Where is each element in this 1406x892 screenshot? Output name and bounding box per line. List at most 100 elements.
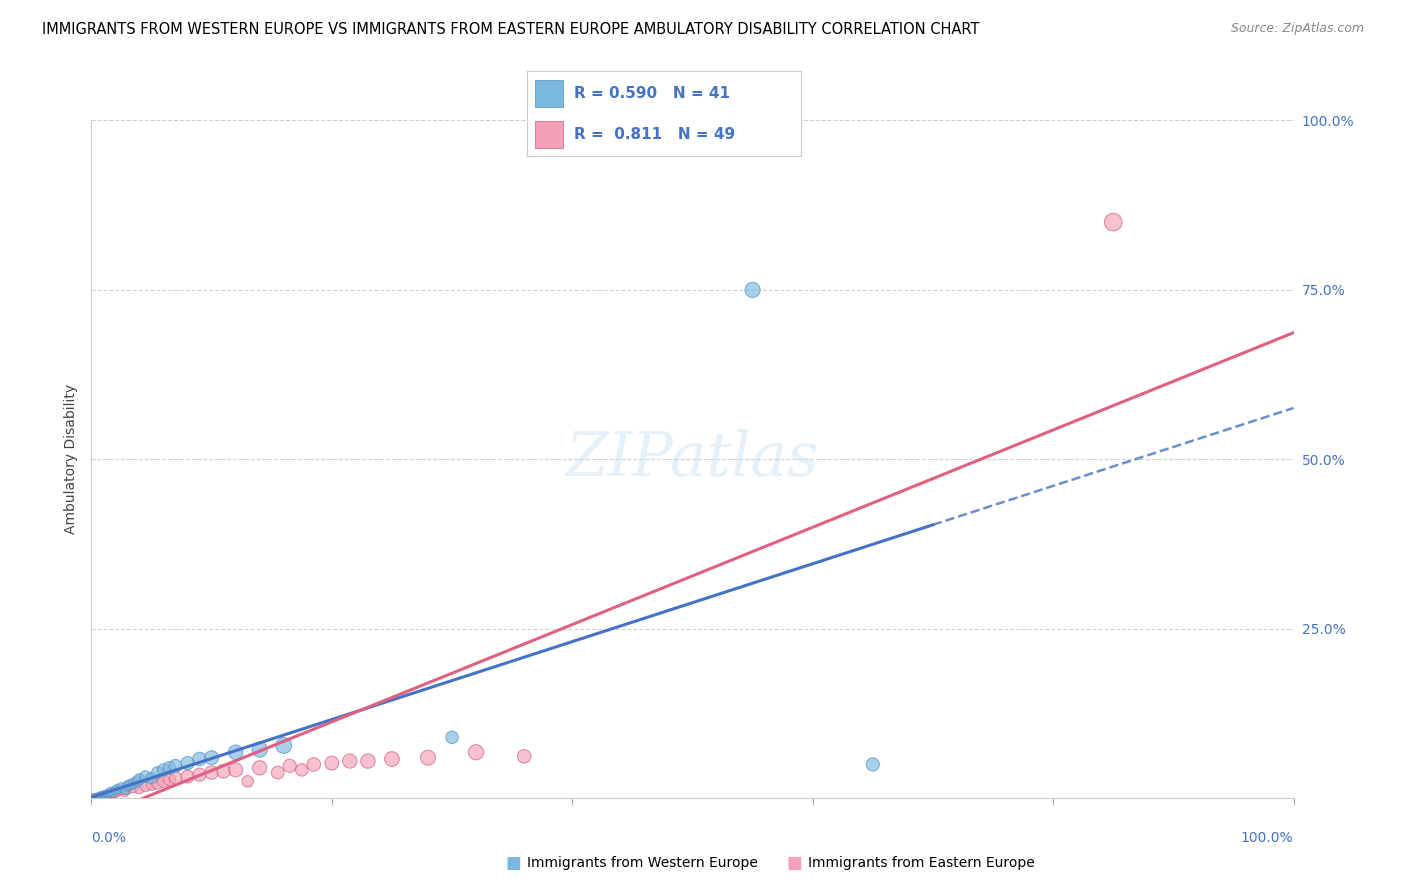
Point [104, 783, 127, 797]
Point [107, 781, 129, 796]
Point [128, 772, 150, 787]
Point [89, 789, 111, 803]
Point [465, 745, 488, 759]
Point [176, 756, 198, 770]
Point [118, 778, 141, 792]
Point [357, 754, 380, 768]
Point [212, 764, 235, 779]
Point [94, 788, 117, 802]
Text: R =  0.811   N = 49: R = 0.811 N = 49 [574, 127, 735, 142]
Point [100, 784, 122, 798]
Point [107, 784, 129, 798]
Point [101, 785, 124, 799]
Point [97, 789, 120, 803]
Point [165, 771, 187, 785]
Point [267, 765, 290, 780]
Point [440, 731, 463, 745]
Text: 100.0%: 100.0% [1241, 831, 1294, 846]
Bar [536, 120, 562, 147]
Text: R = 0.590   N = 41: R = 0.590 N = 41 [574, 86, 730, 101]
Point [159, 772, 181, 787]
Text: ZIPatlas: ZIPatlas [565, 429, 820, 490]
Point [96, 788, 118, 802]
Point [96, 787, 118, 801]
Bar [536, 80, 562, 107]
Point [84, 789, 107, 804]
Point [101, 787, 124, 801]
Point [91, 788, 114, 802]
Point [90, 789, 112, 803]
Point [86, 789, 108, 804]
Point [117, 781, 139, 796]
Point [159, 761, 181, 775]
Text: Source: ZipAtlas.com: Source: ZipAtlas.com [1230, 22, 1364, 36]
Text: ■: ■ [505, 855, 522, 872]
Point [82, 790, 104, 805]
Point [94, 789, 117, 804]
Point [225, 745, 247, 759]
Point [117, 779, 139, 793]
Point [273, 739, 295, 753]
Point [141, 771, 163, 785]
Point [225, 763, 247, 777]
Point [146, 776, 169, 790]
Point [321, 756, 343, 770]
Point [122, 780, 145, 795]
Point [141, 778, 163, 792]
Point [201, 750, 224, 764]
Point [128, 781, 150, 796]
Point [201, 765, 224, 780]
Point [84, 790, 107, 805]
Point [741, 283, 763, 297]
Point [114, 783, 136, 797]
Point [84, 790, 107, 805]
Point [82, 790, 104, 805]
Point [152, 774, 174, 789]
Point [278, 759, 301, 773]
Point [125, 774, 148, 789]
Text: Immigrants from Western Europe: Immigrants from Western Europe [527, 856, 758, 871]
Point [90, 789, 112, 804]
Point [291, 763, 314, 777]
Point [122, 776, 145, 790]
Point [84, 789, 107, 804]
Point [87, 789, 110, 804]
Point [188, 767, 211, 781]
Text: Immigrants from Eastern Europe: Immigrants from Eastern Europe [808, 856, 1035, 871]
Point [93, 787, 115, 801]
Point [89, 789, 111, 804]
Point [110, 780, 132, 795]
Text: IMMIGRANTS FROM WESTERN EUROPE VS IMMIGRANTS FROM EASTERN EUROPE AMBULATORY DISA: IMMIGRANTS FROM WESTERN EUROPE VS IMMIGR… [42, 22, 980, 37]
Point [134, 779, 156, 793]
Point [98, 786, 121, 800]
Point [98, 787, 121, 801]
Point [1102, 215, 1125, 229]
Point [93, 788, 115, 802]
Point [302, 757, 325, 772]
Point [339, 754, 361, 768]
Point [93, 789, 115, 803]
Point [83, 789, 105, 804]
Point [862, 757, 884, 772]
Point [91, 789, 114, 804]
Text: ■: ■ [786, 855, 803, 872]
Point [188, 752, 211, 766]
Point [146, 765, 169, 780]
Point [134, 770, 156, 784]
Point [87, 789, 110, 804]
Point [381, 752, 404, 766]
Point [93, 789, 115, 803]
Point [236, 774, 259, 789]
Y-axis label: Ambulatory Disability: Ambulatory Disability [65, 384, 79, 534]
Point [110, 783, 132, 797]
Point [249, 742, 271, 756]
Point [249, 761, 271, 775]
Text: 0.0%: 0.0% [91, 831, 127, 846]
Point [416, 750, 439, 764]
Point [176, 770, 198, 784]
Point [152, 763, 174, 777]
Point [83, 790, 105, 805]
Point [165, 759, 187, 773]
Point [100, 787, 122, 801]
Point [97, 787, 120, 801]
